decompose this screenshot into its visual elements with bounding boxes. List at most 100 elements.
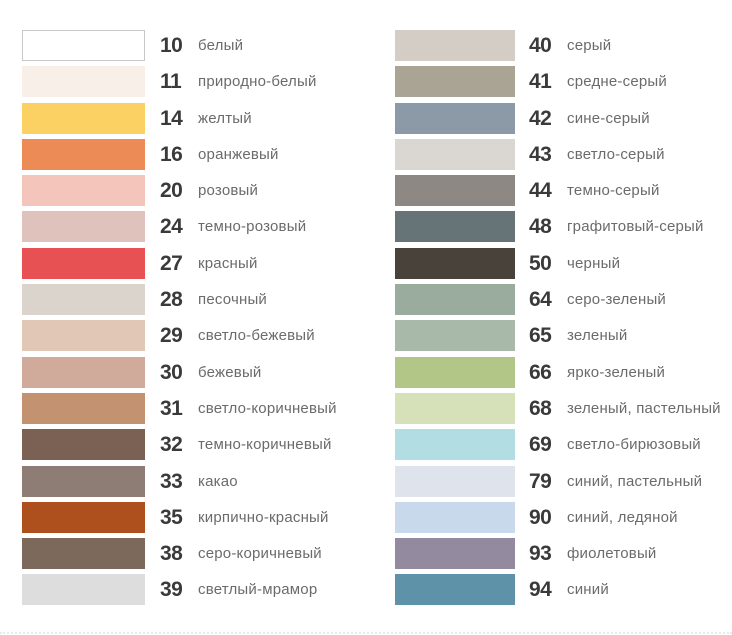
color-swatch [395,501,515,533]
color-name: серо-зеленый [567,291,667,309]
palette-row: 93 фиолетовый [395,538,721,570]
palette-column-left: 10 белый 11 природно-белый 14 желтый 16 оранжев… [22,30,337,611]
color-code: 94 [529,578,552,602]
color-code: 27 [160,251,183,275]
color-swatch [22,356,145,388]
color-name: ярко-зеленый [567,363,666,381]
color-name: красный [198,254,258,272]
color-name: средне-серый [567,73,667,91]
color-code: 41 [529,70,552,94]
color-swatch [395,465,515,497]
color-swatch [395,429,515,461]
palette-row: 38 серо-коричневый [22,538,337,570]
color-swatch [395,102,515,134]
palette-column-right: 40 серый 41 средне-серый 42 сине-серый 43 светл… [395,30,721,611]
color-name: фиолетовый [567,545,657,563]
color-name: белый [198,37,244,54]
palette-row: 41 средне-серый [395,66,721,98]
color-swatch [395,30,515,61]
color-code: 69 [529,433,552,457]
color-swatch [22,247,145,279]
color-swatch [395,356,515,388]
color-name: розовый [198,182,259,200]
color-code: 43 [529,142,552,166]
color-swatch [395,320,515,352]
palette-row: 29 светло-бежевый [22,320,337,352]
color-swatch [22,392,145,424]
color-swatch [22,30,145,61]
palette-row: 79 синий, пастельный [395,465,721,497]
color-name: песочный [198,291,268,309]
color-swatch [395,392,515,424]
color-code: 24 [160,215,183,239]
palette-row: 27 красный [22,247,337,279]
palette-row: 24 темно-розовый [22,211,337,243]
color-swatch [22,138,145,170]
color-code: 16 [160,142,183,166]
color-name: какао [198,472,238,490]
palette-row: 43 светло-серый [395,138,721,170]
palette-row: 31 светло-коричневый [22,392,337,424]
color-code: 39 [160,578,183,602]
palette-row: 35 кирпично-красный [22,501,337,533]
palette-row: 94 синий [395,574,721,606]
color-swatch [395,538,515,570]
color-code: 48 [529,215,552,239]
palette-row: 10 белый [22,30,337,61]
palette-row: 69 светло-бирюзовый [395,429,721,461]
color-code: 42 [529,106,552,130]
color-swatch [22,465,145,497]
palette-row: 39 светлый-мрамор [22,574,337,606]
color-swatch [22,66,145,98]
color-name: синий, пастельный [567,472,703,490]
color-swatch [395,138,515,170]
color-name: темно-розовый [198,218,307,236]
color-swatch [395,66,515,98]
color-name: синий [567,581,609,599]
color-code: 31 [160,396,183,420]
bottom-cut-line [0,632,732,634]
color-code: 30 [160,360,183,384]
color-name: светло-бирюзовый [567,436,701,454]
palette-row: 28 песочный [22,284,337,316]
color-swatch [22,175,145,207]
color-code: 44 [529,179,552,203]
palette-row: 40 серый [395,30,721,61]
palette-row: 50 черный [395,247,721,279]
color-code: 65 [529,324,552,348]
color-name: синий, ледяной [567,508,678,526]
color-name: оранжевый [198,145,279,163]
palette-row: 64 серо-зеленый [395,284,721,316]
palette-row: 33 какао [22,465,337,497]
color-swatch [395,284,515,316]
color-swatch [395,574,515,606]
palette-row: 42 сине-серый [395,102,721,134]
color-code: 35 [160,505,183,529]
color-name: сине-серый [567,109,650,127]
color-name: зеленый, пастельный [567,399,721,417]
color-code: 33 [160,469,183,493]
palette-row: 30 бежевый [22,356,337,388]
color-code: 90 [529,505,552,529]
palette-row: 20 розовый [22,175,337,207]
palette-row: 90 синий, ледяной [395,501,721,533]
color-code: 14 [160,106,183,130]
color-name: бежевый [198,363,262,381]
color-name: природно-белый [198,73,317,91]
color-name: светло-серый [567,145,665,163]
color-code: 40 [529,34,552,57]
color-code: 50 [529,251,552,275]
color-name: графитовый-серый [567,218,704,236]
palette-row: 68 зеленый, пастельный [395,392,721,424]
color-swatch [22,574,145,606]
color-code: 32 [160,433,183,457]
color-name: темно-коричневый [198,436,332,454]
color-swatch [22,429,145,461]
palette-row: 14 желтый [22,102,337,134]
palette-row: 48 графитовый-серый [395,211,721,243]
color-swatch [22,102,145,134]
color-code: 20 [160,179,183,203]
color-name: светлый-мрамор [198,581,318,599]
color-name: светло-коричневый [198,399,337,417]
color-name: черный [567,254,621,272]
